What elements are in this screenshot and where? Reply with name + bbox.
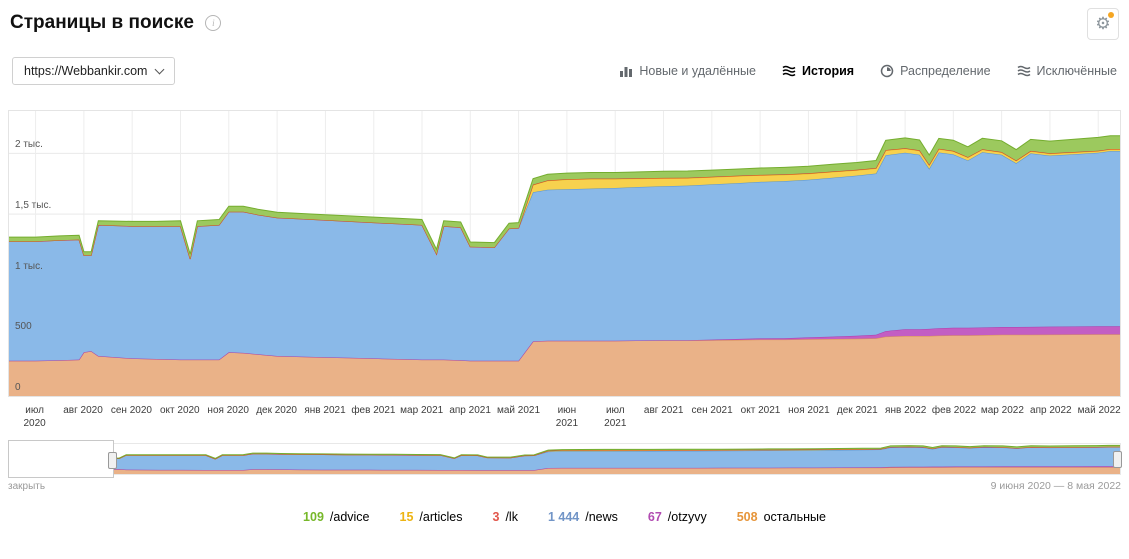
- navigator-left-handle[interactable]: [108, 452, 117, 469]
- legend-value: 1 444: [547, 510, 580, 524]
- legend-value: 15: [399, 510, 414, 524]
- legend-item-articles[interactable]: 15 /articles: [400, 510, 463, 524]
- legend-label: /lk: [505, 510, 518, 524]
- x-axis-label: сен 2021: [691, 405, 733, 416]
- x-axis-label: дек 2020: [256, 405, 297, 416]
- legend: 109 /advice 15 /articles 3 /lk 1 444 /ne…: [0, 510, 1129, 524]
- x-axis-label: авг 2020: [63, 405, 103, 416]
- x-axis-label: ноя 2020: [207, 405, 249, 416]
- series-area-ostalnye[interactable]: [9, 334, 1120, 396]
- series-area-articles[interactable]: [9, 148, 1120, 259]
- x-axis-label: янв 2022: [885, 405, 927, 416]
- x-axis-labels: июл 2020 авг 2020 сен 2020 окт 2020 ноя 2020…: [8, 401, 1121, 431]
- x-axis-label: июл 2020: [23, 405, 46, 429]
- x-axis-label: май 2022: [1077, 405, 1121, 416]
- notification-dot: [1108, 12, 1114, 18]
- legend-item-ostalnye[interactable]: 508 остальные: [737, 510, 826, 524]
- chart-footer-row: закрыть 9 июня 2020 — 8 мая 2022: [8, 480, 1121, 492]
- tab-excluded[interactable]: Исключённые: [1017, 64, 1117, 78]
- x-axis-label: апр 2021: [449, 405, 491, 416]
- x-axis-label: июн 2021: [555, 405, 579, 429]
- tab-distribution[interactable]: Распределение: [880, 64, 991, 78]
- waves-icon: [1017, 65, 1031, 77]
- navigator-mini-chart[interactable]: [9, 444, 1120, 474]
- navigator-right-handle[interactable]: [1113, 451, 1122, 468]
- x-axis-label: авг 2021: [643, 405, 684, 416]
- legend-item-otzyvy[interactable]: 67 /otzyvy: [648, 510, 707, 524]
- settings-button[interactable]: ⚙: [1087, 8, 1119, 40]
- legend-value: 3: [492, 510, 500, 524]
- legend-label: /news: [585, 510, 618, 524]
- range-navigator[interactable]: [8, 440, 1122, 478]
- tab-label: Исключённые: [1036, 64, 1117, 78]
- view-tabs: Новые и удалённые История Распределение …: [619, 64, 1117, 78]
- history-chart-area: 0 500 1 тыс. 1,5 тыс. 2 тыс.: [8, 110, 1121, 397]
- chevron-down-icon: [154, 64, 165, 75]
- history-stacked-area-chart[interactable]: [9, 111, 1120, 396]
- tab-label: Распределение: [900, 64, 991, 78]
- series-area-otzyvy[interactable]: [9, 326, 1120, 361]
- x-axis-label: июл 2021: [604, 405, 627, 429]
- x-axis-label: окт 2021: [740, 405, 781, 416]
- page-header: Страницы в поиске i ⚙: [0, 0, 1129, 42]
- bar-chart-icon: [620, 67, 633, 77]
- tab-history[interactable]: История: [782, 64, 854, 78]
- tab-new-and-removed[interactable]: Новые и удалённые: [619, 64, 756, 78]
- tab-label: Новые и удалённые: [639, 64, 756, 78]
- series-line-advice: [9, 444, 1120, 459]
- navigator-unselected-region: [8, 440, 117, 478]
- x-axis-label: апр 2022: [1030, 405, 1072, 416]
- legend-label: /advice: [329, 510, 370, 524]
- tab-label: История: [801, 64, 855, 78]
- legend-item-lk[interactable]: 3 /lk: [493, 510, 518, 524]
- site-selector-value: https://Webbankir.com: [24, 64, 148, 78]
- x-axis-label: дек 2021: [836, 405, 878, 416]
- series-line-lk: [9, 147, 1120, 260]
- gear-icon: ⚙: [1095, 14, 1111, 33]
- series-area-news[interactable]: [9, 447, 1120, 471]
- legend-value: 109: [303, 510, 324, 524]
- legend-item-advice[interactable]: 109 /advice: [303, 510, 369, 524]
- series-area-news[interactable]: [9, 151, 1120, 361]
- page-title: Страницы в поиске: [10, 12, 194, 33]
- x-axis-label: фев 2022: [931, 405, 977, 416]
- close-link[interactable]: закрыть: [8, 480, 46, 492]
- legend-value: 67: [647, 510, 662, 524]
- x-axis-label: мар 2022: [980, 405, 1024, 416]
- x-axis-label: мар 2021: [400, 405, 444, 416]
- x-axis-label: окт 2020: [159, 405, 200, 416]
- x-axis-label: янв 2021: [304, 405, 346, 416]
- legend-label: остальные: [763, 510, 826, 524]
- legend-item-news[interactable]: 1 444 /news: [548, 510, 618, 524]
- x-axis-label: май 2021: [496, 405, 541, 416]
- series-line-advice: [9, 135, 1120, 255]
- waves-icon: [782, 65, 796, 77]
- info-icon[interactable]: i: [205, 15, 222, 31]
- series-area-ostalnye[interactable]: [9, 467, 1120, 474]
- site-selector-dropdown[interactable]: https://Webbankir.com: [12, 57, 176, 85]
- legend-label: /otzyvy: [667, 510, 707, 524]
- legend-label: /articles: [419, 510, 463, 524]
- x-axis-label: сен 2020: [110, 405, 152, 416]
- x-axis-label: ноя 2021: [788, 405, 830, 416]
- date-range-label: 9 июня 2020 — 8 мая 2022: [990, 480, 1121, 492]
- x-axis-label: фев 2021: [351, 405, 396, 416]
- controls-row: https://Webbankir.com Новые и удалённые …: [12, 56, 1119, 86]
- series-area-advice[interactable]: [9, 135, 1120, 259]
- legend-value: 508: [736, 510, 758, 524]
- pie-clock-icon: [880, 64, 894, 78]
